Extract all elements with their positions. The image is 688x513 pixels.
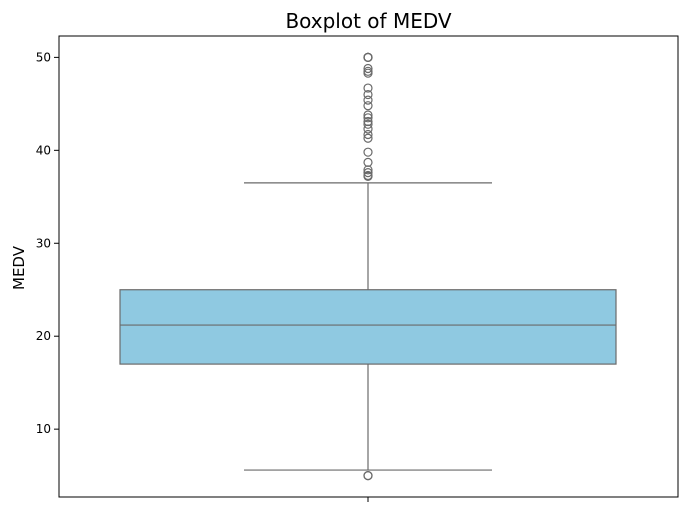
- outlier-point: [363, 63, 373, 74]
- plot-area: 10 20 30 40 50: [36, 35, 679, 502]
- y-tick-label: 30: [36, 236, 51, 250]
- outlier-point: [363, 129, 373, 140]
- y-tick-label: 40: [36, 143, 51, 157]
- outlier-point: [363, 147, 373, 157]
- outlier-point: [363, 52, 373, 62]
- iqr-box: [119, 289, 617, 365]
- y-tick-label: 20: [36, 329, 51, 343]
- outlier-point: [363, 110, 373, 120]
- outlier-point: [363, 124, 373, 134]
- y-tick-label: 50: [36, 50, 51, 64]
- outlier-point: [363, 83, 373, 93]
- outlier-point: [363, 157, 373, 168]
- outlier-point: [363, 113, 373, 123]
- outlier-point: [363, 168, 373, 178]
- outlier-point: [363, 170, 373, 181]
- outlier-point: [363, 119, 373, 129]
- chart-title: Boxplot of MEDV: [285, 9, 451, 33]
- outlier-point: [363, 66, 373, 76]
- outlier-point: [363, 95, 373, 105]
- outlier-point: [363, 116, 373, 127]
- outlier-point: [363, 89, 373, 100]
- outlier-point: [363, 471, 373, 481]
- outlier-point: [363, 68, 373, 78]
- y-tick-label: 10: [36, 422, 51, 436]
- outlier-point: [363, 101, 373, 111]
- outlier-point: [363, 133, 373, 143]
- y-axis-label: MEDV: [10, 245, 28, 290]
